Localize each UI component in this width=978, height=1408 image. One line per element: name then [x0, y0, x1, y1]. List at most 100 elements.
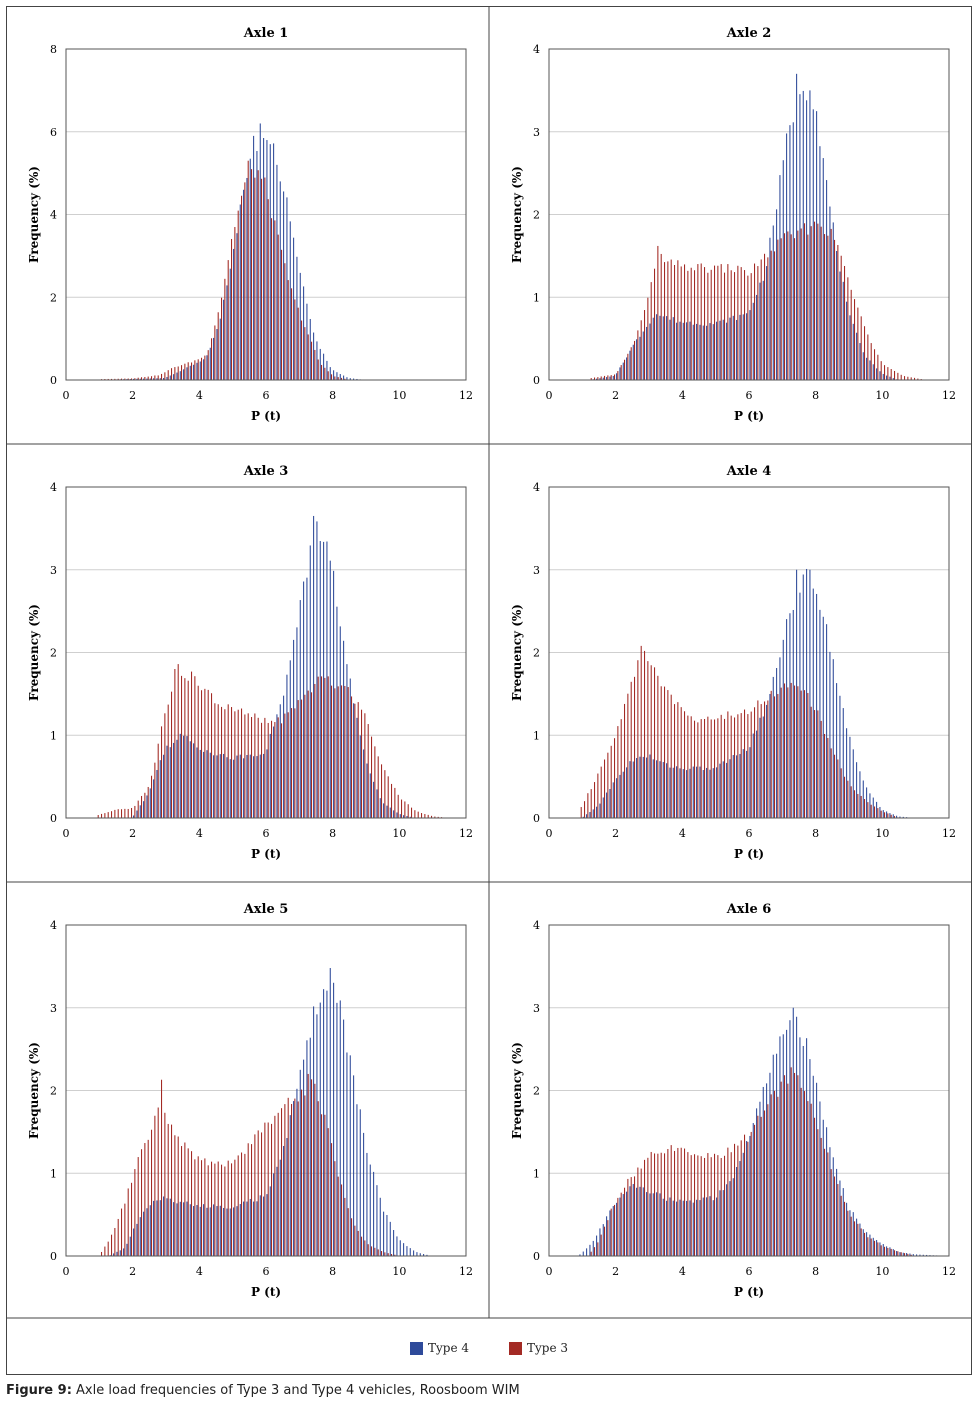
bar: [181, 365, 183, 380]
bar: [602, 377, 604, 380]
bar: [762, 1086, 764, 1256]
bar: [234, 711, 236, 818]
series-type-3-axle-3: [97, 664, 449, 818]
bar: [849, 1210, 851, 1256]
bar: [687, 270, 689, 380]
bar: [796, 73, 798, 380]
bar: [742, 1152, 744, 1256]
bar: [154, 1115, 156, 1256]
bar: [857, 793, 859, 818]
bar: [399, 814, 401, 818]
y-axis-label-axle-5: Frequency (%): [27, 1042, 41, 1139]
bar: [800, 1087, 802, 1256]
bar: [234, 227, 236, 380]
bar: [406, 816, 408, 818]
bar: [600, 1234, 602, 1256]
bar: [421, 813, 423, 818]
bar: [637, 660, 639, 818]
bar: [892, 814, 894, 818]
series-type-4-axle-6: [579, 1007, 948, 1256]
series-type-4-axle-2: [589, 73, 898, 381]
bar: [386, 1214, 388, 1256]
bar: [304, 694, 306, 818]
bar: [394, 787, 396, 818]
bar: [757, 1115, 759, 1256]
bar: [276, 164, 278, 380]
x-tick-label-axle-6: 0: [546, 1265, 553, 1278]
bar: [839, 271, 841, 380]
bar: [684, 264, 686, 380]
bar: [732, 315, 734, 380]
bar: [607, 752, 609, 818]
x-tick-label-axle-5: 12: [459, 1265, 473, 1278]
bar: [634, 1176, 636, 1256]
bar: [782, 1034, 784, 1256]
bar: [670, 259, 672, 380]
bar: [590, 1251, 592, 1256]
bar: [896, 815, 898, 818]
bar: [840, 768, 842, 818]
bar: [344, 378, 346, 380]
series-type-3-axle-6: [590, 1067, 916, 1256]
bar: [124, 808, 126, 818]
bar: [264, 1122, 266, 1256]
bar: [874, 349, 876, 380]
bar: [794, 685, 796, 818]
bar: [716, 1197, 718, 1256]
bar: [700, 719, 702, 818]
bar: [739, 314, 741, 380]
bar: [887, 1247, 889, 1256]
x-tick-label-axle-2: 6: [746, 389, 753, 402]
bar: [416, 1252, 418, 1256]
bar: [646, 1192, 648, 1256]
bar: [657, 675, 659, 818]
x-axis-label-axle-3: P (t): [251, 847, 281, 861]
bar: [259, 123, 261, 380]
figure-caption: Figure 9: Axle load frequencies of Type …: [6, 1383, 520, 1398]
bar: [401, 799, 403, 818]
bar: [856, 1218, 858, 1256]
plot-area-axle-1: [65, 48, 467, 381]
bar: [594, 782, 596, 818]
bar: [682, 322, 684, 380]
y-tick-label-axle-1: 6: [50, 126, 57, 139]
bar: [111, 378, 113, 380]
panel-dividers: [6, 6, 972, 1319]
bar: [874, 1240, 876, 1256]
bar: [399, 1240, 401, 1256]
chart-title-axle-6: Axle 6: [726, 902, 772, 917]
bar: [770, 1094, 772, 1256]
bar: [241, 708, 243, 818]
bar: [214, 1163, 216, 1256]
bar: [599, 1228, 601, 1256]
bar: [660, 686, 662, 818]
bar: [712, 1200, 714, 1256]
bar: [700, 1156, 702, 1256]
bar: [682, 1200, 684, 1256]
bar: [617, 1197, 619, 1256]
bar: [734, 717, 736, 818]
bar: [730, 715, 732, 818]
bar: [337, 377, 339, 380]
bar: [313, 332, 315, 380]
bar: [816, 1082, 818, 1256]
bar: [249, 754, 251, 818]
bar: [804, 690, 806, 818]
bar: [166, 377, 168, 380]
bar: [586, 1248, 588, 1256]
bar: [339, 626, 341, 818]
bar: [181, 675, 183, 818]
bar: [687, 715, 689, 818]
bar: [291, 1103, 293, 1256]
bar: [644, 1159, 646, 1256]
bar: [389, 1221, 391, 1256]
bar: [357, 1230, 359, 1256]
bar: [377, 1249, 379, 1256]
bar: [279, 1159, 281, 1256]
bar: [629, 350, 631, 380]
x-tick-label-axle-6: 8: [812, 1265, 819, 1278]
bar: [686, 1200, 688, 1256]
bar: [281, 249, 283, 380]
x-axis-label-axle-5: P (t): [251, 1285, 281, 1299]
